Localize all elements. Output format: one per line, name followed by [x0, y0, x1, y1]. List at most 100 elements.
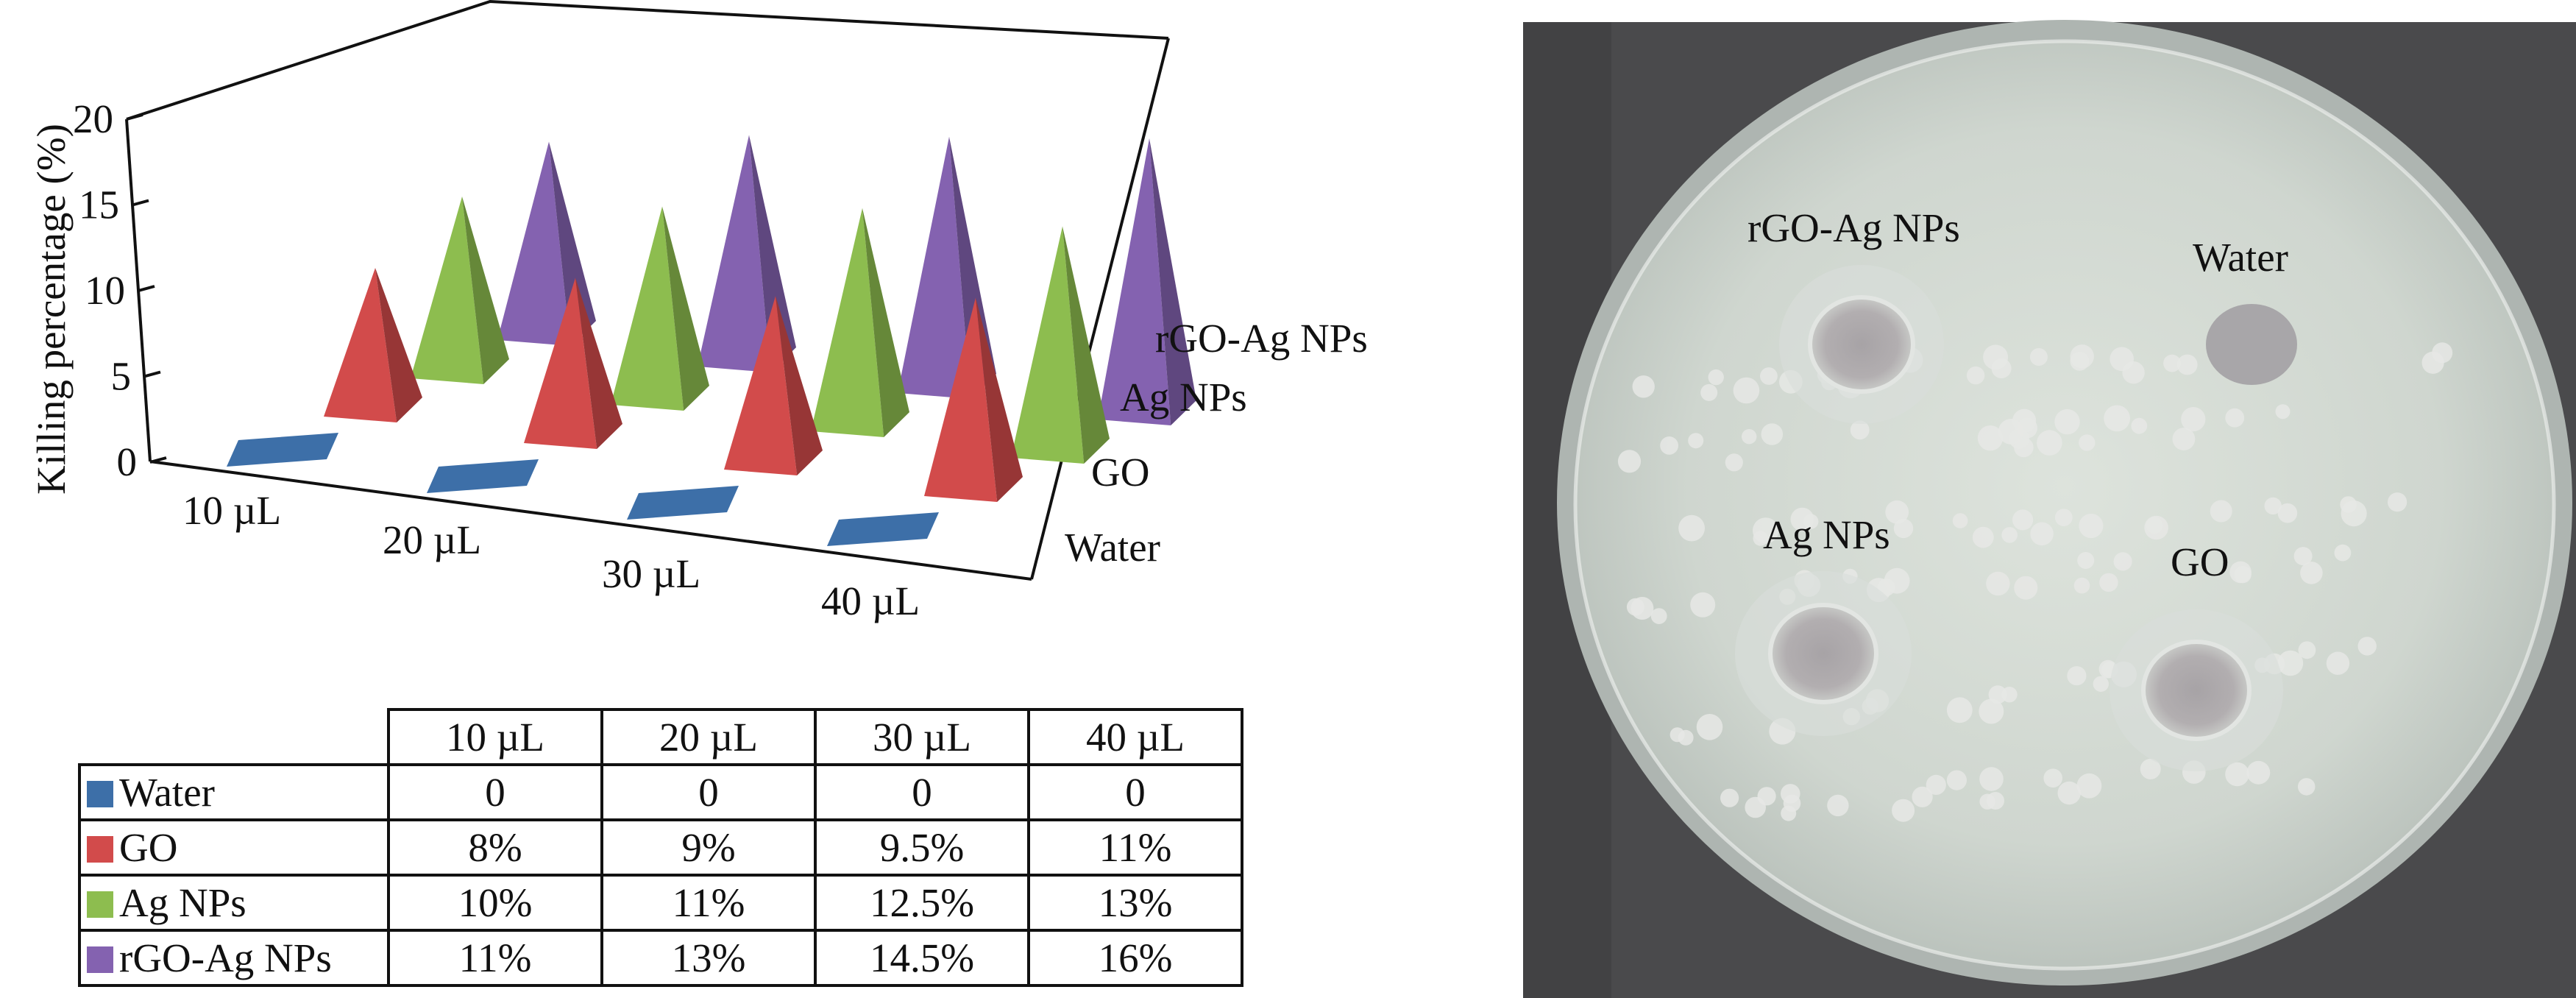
- table-cell: 8%: [387, 818, 603, 877]
- table-cell: 14.5%: [814, 929, 1030, 987]
- table-row: rGO-Ag NPs 11% 13% 14.5% 16%: [78, 929, 1243, 987]
- legend-swatch: [87, 946, 113, 973]
- y-tick-mark: [126, 113, 143, 121]
- x-tick-label: 10 µL: [182, 488, 281, 533]
- colony: [1979, 698, 2004, 724]
- pyramid-face-side: [662, 206, 709, 411]
- colony: [2246, 760, 2271, 785]
- label-water: Water: [2193, 235, 2288, 280]
- colony: [1688, 433, 1704, 449]
- table-cell: 13%: [1027, 874, 1243, 932]
- pyramid-face-front: [524, 277, 597, 449]
- pyramid-ag-nps: [611, 206, 709, 411]
- pyramid-face-front: [1011, 226, 1085, 464]
- bacterial-colonies: [1617, 342, 2453, 822]
- colony: [2029, 348, 2048, 366]
- table-corner: [79, 709, 390, 766]
- legend-swatch: [87, 891, 113, 918]
- colony: [1991, 358, 2012, 378]
- colony: [1708, 369, 1724, 386]
- table-cell: 12.5%: [814, 874, 1030, 932]
- pyramid-face-side: [862, 208, 909, 437]
- table-cell: 13%: [600, 929, 817, 987]
- colony: [1850, 420, 1870, 440]
- colony: [1720, 788, 1739, 807]
- colony: [2122, 361, 2145, 384]
- colony: [1690, 592, 1716, 617]
- colony: [2264, 497, 2282, 515]
- flat-tile: [827, 512, 939, 546]
- pyramid-rgo-ag-nps: [698, 135, 796, 372]
- table-header-cell: 40 µL: [1027, 708, 1243, 766]
- colony: [2146, 517, 2163, 534]
- pyramid-water: [627, 486, 739, 520]
- colony: [1892, 799, 1915, 822]
- colony: [1790, 507, 1814, 531]
- colony: [2076, 773, 2102, 799]
- colony: [2054, 509, 2073, 526]
- colony: [2181, 407, 2206, 432]
- wells: [1735, 265, 2297, 771]
- y-tick-label: 10: [85, 268, 125, 313]
- row-label-cell: rGO-Ag NPs: [78, 929, 390, 987]
- colony: [2079, 513, 2104, 539]
- colony: [2334, 544, 2352, 562]
- colony: [1733, 377, 1760, 404]
- flat-tile: [227, 433, 338, 467]
- pyramid-ag-nps: [811, 208, 909, 437]
- pyramid-face-front: [898, 136, 971, 399]
- row-label: rGO-Ag NPs: [119, 935, 332, 980]
- pyramid-water: [227, 433, 338, 467]
- row-label-cell: Water: [78, 763, 390, 821]
- colony: [1753, 517, 1779, 544]
- depth-tick-label: GO: [1091, 450, 1149, 495]
- colony: [2176, 354, 2198, 375]
- colony: [1757, 787, 1776, 806]
- y-tick-mark: [143, 370, 161, 378]
- row-label-cell: Ag NPs: [78, 874, 390, 932]
- colony: [1827, 794, 1849, 817]
- colony: [1650, 608, 1667, 624]
- colony: [2140, 758, 2161, 779]
- depth-axis-labels: Water GO Ag NPs rGO-Ag NPs: [1065, 316, 1368, 570]
- colony: [1632, 375, 1655, 398]
- colony: [2297, 778, 2316, 796]
- table-cell: 11%: [387, 929, 603, 987]
- data-table: 10 µL 20 µL 30 µL 40 µL Water 0 0 0 0 GO…: [78, 708, 1243, 987]
- petri-dish-agar: [1575, 41, 2554, 969]
- colony: [1678, 514, 1706, 542]
- pyramid-face-side: [462, 197, 509, 384]
- pyramid-face-side: [575, 277, 622, 449]
- colony: [2229, 561, 2252, 584]
- colony: [1912, 786, 1933, 807]
- table-header-cell: 10 µL: [387, 708, 603, 766]
- colony: [1885, 500, 1909, 524]
- colony: [2277, 503, 2298, 523]
- depth-tick-label: Water: [1065, 525, 1160, 570]
- colony: [1617, 450, 1642, 473]
- label-ag-nps: Ag NPs: [1763, 512, 1890, 557]
- petri-dish-photo: rGO-Ag NPs Water Ag NPs GO: [1523, 20, 2576, 998]
- pyramid-ag-nps: [411, 197, 509, 384]
- table-row: Ag NPs 10% 11% 12.5% 13%: [78, 874, 1243, 932]
- table-cell: 0: [814, 763, 1030, 821]
- pyramid-go: [724, 296, 823, 475]
- pyramid-face-side: [1149, 138, 1196, 425]
- pyramid-water: [827, 512, 939, 546]
- x-axis-tick-labels: 10 µL 20 µL 30 µL 40 µL: [182, 488, 920, 623]
- colony: [2225, 408, 2245, 428]
- y-tick-label: 0: [117, 439, 138, 484]
- colony: [2388, 492, 2408, 512]
- label-rgo-ag-nps: rGO-Ag NPs: [1748, 205, 1960, 250]
- colony: [1946, 770, 1967, 790]
- pyramid-rgo-ag-nps: [497, 141, 596, 346]
- legend-swatch: [87, 836, 113, 863]
- table-row: Water 0 0 0 0: [78, 763, 1243, 821]
- row-label: Ag NPs: [119, 880, 246, 925]
- table-cell: 11%: [1027, 818, 1243, 877]
- colony: [1678, 729, 1694, 746]
- y-tick-mark: [132, 199, 149, 207]
- pyramid-face-front: [724, 296, 798, 475]
- pyramid-face-front: [1098, 138, 1171, 425]
- y-tick-mark: [138, 285, 155, 292]
